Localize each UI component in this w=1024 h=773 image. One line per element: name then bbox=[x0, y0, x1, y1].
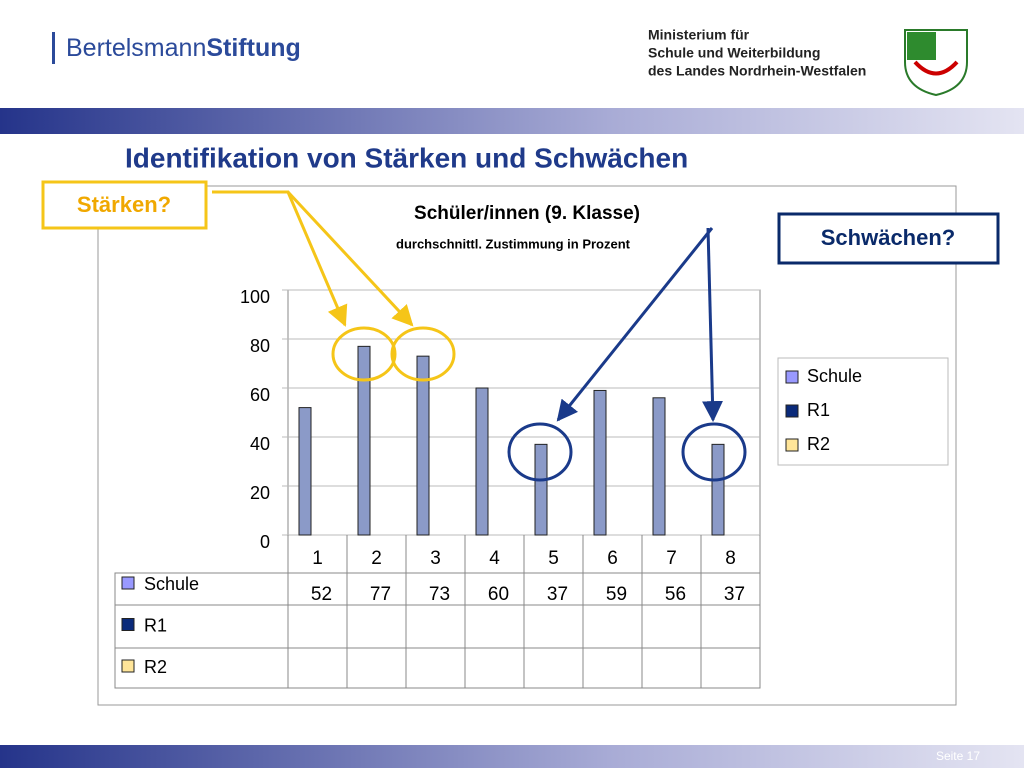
y-tick-label: 80 bbox=[250, 336, 270, 356]
chart-title: Schüler/innen (9. Klasse) bbox=[414, 203, 640, 224]
x-tick-label: 4 bbox=[489, 548, 500, 569]
y-tick-label: 60 bbox=[250, 385, 270, 405]
table-value: 52 bbox=[311, 584, 332, 605]
table-value: 37 bbox=[547, 584, 568, 605]
table-series-name: R2 bbox=[144, 657, 167, 677]
ministry-line: Ministerium für bbox=[648, 27, 750, 43]
page-number: Seite 17 bbox=[936, 749, 980, 763]
chart: Schüler/innen (9. Klasse) durchschnittl. … bbox=[114, 203, 949, 689]
bar bbox=[416, 355, 430, 536]
table-legend-swatch bbox=[121, 576, 135, 590]
bar bbox=[298, 407, 312, 536]
x-tick-label: 1 bbox=[312, 548, 323, 569]
table-series-name: Schule bbox=[144, 574, 199, 594]
logo-bar bbox=[52, 32, 55, 64]
x-tick-label: 6 bbox=[607, 548, 618, 569]
annotation-box bbox=[777, 212, 1000, 265]
bar bbox=[357, 345, 371, 536]
table-legend-swatch bbox=[121, 659, 135, 673]
logo: BertelsmannStiftung bbox=[66, 34, 301, 62]
table-legend-swatch bbox=[121, 618, 135, 631]
annotation: Stärken? bbox=[77, 192, 171, 217]
coat-of-arms bbox=[907, 32, 936, 60]
annotation-box bbox=[41, 180, 208, 230]
table-value: 77 bbox=[370, 584, 391, 605]
table-value: 59 bbox=[606, 584, 627, 605]
x-tick-label: 5 bbox=[548, 548, 559, 569]
legend-swatch bbox=[785, 370, 799, 384]
header-band bbox=[0, 108, 1024, 134]
y-tick-label: 20 bbox=[250, 483, 270, 503]
x-tick-label: 7 bbox=[666, 548, 677, 569]
slide-title: Identifikation von Stärken und Schwächen bbox=[125, 142, 688, 173]
legend-label: Schule bbox=[807, 366, 862, 386]
legend-label: R2 bbox=[807, 434, 830, 454]
bar bbox=[593, 389, 607, 536]
legend bbox=[777, 357, 949, 466]
bar bbox=[711, 443, 725, 536]
bar bbox=[475, 387, 489, 536]
bar bbox=[652, 397, 666, 536]
bar bbox=[534, 443, 548, 536]
highlights bbox=[212, 190, 747, 482]
x-tick-label: 8 bbox=[725, 548, 736, 569]
ministry-line: Schule und Weiterbildung bbox=[648, 45, 820, 61]
y-tick-label: 100 bbox=[240, 287, 270, 307]
chart-subtitle: durchschnittl. Zustimmung in Prozent bbox=[396, 236, 631, 251]
coat-of-arms bbox=[913, 60, 959, 76]
table-series-name: R1 bbox=[144, 615, 167, 635]
table-value: 37 bbox=[724, 584, 745, 605]
legend-swatch bbox=[785, 438, 799, 452]
y-tick-label: 0 bbox=[260, 532, 270, 552]
table-value: 60 bbox=[488, 584, 509, 605]
table-value: 73 bbox=[429, 584, 450, 605]
legend-label: R1 bbox=[807, 400, 830, 420]
x-tick-label: 2 bbox=[371, 548, 382, 569]
x-tick-label: 3 bbox=[430, 548, 441, 569]
ministry-line: des Landes Nordrhein-Westfalen bbox=[648, 63, 866, 79]
footer-band bbox=[0, 745, 1024, 768]
legend-swatch bbox=[785, 404, 799, 418]
annotation: Schwächen? bbox=[821, 225, 955, 250]
table-value: 56 bbox=[665, 584, 686, 605]
y-tick-label: 40 bbox=[250, 434, 270, 454]
